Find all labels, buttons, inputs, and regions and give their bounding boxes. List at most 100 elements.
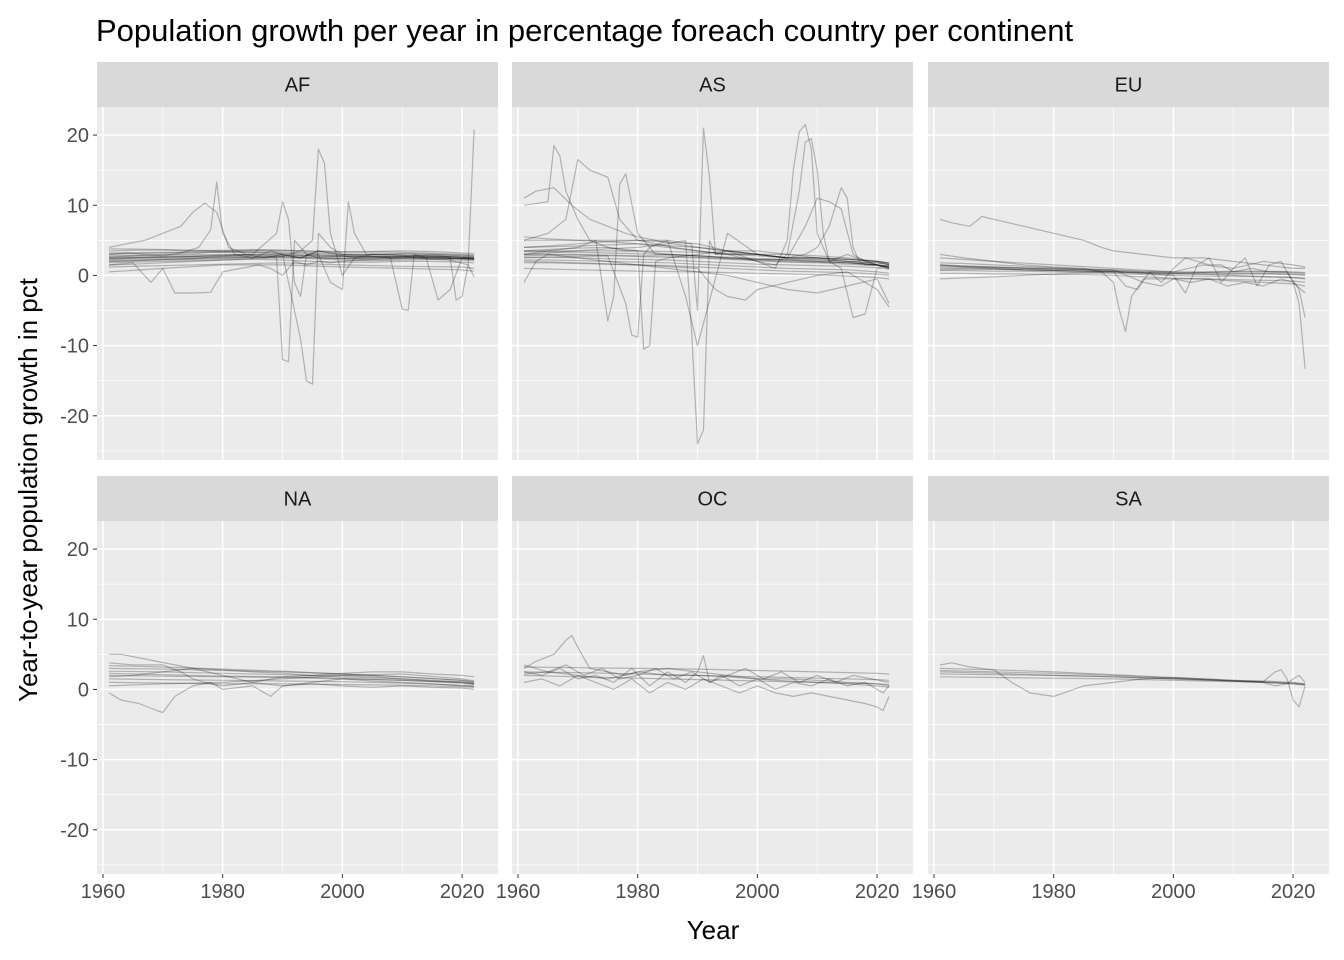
series-line-na-1 [108,667,475,683]
panel-background [97,521,498,874]
series-line-as-8 [523,145,890,268]
series-line-eu-7 [939,215,1306,269]
chart-title: Population growth per year in percentage… [96,13,1073,48]
x-tick-label: 2000 [320,881,365,903]
series-line-na-8 [109,653,475,685]
facet-strip [928,476,1329,521]
facet-panel-na: NA [97,476,498,874]
y-axis-ticks: 20 10 0 -10 -20 20 10 0 -10 -20 [60,125,97,842]
series-line-oc-5 [523,655,890,694]
series-line-af-7 [108,257,475,266]
facet-strip-label: OC [698,489,728,511]
facet-strip-label: AS [699,75,726,97]
series-line-af-12 [108,201,475,298]
series-line-af-5 [108,253,475,260]
series-line-eu-5 [940,272,1306,283]
series-line-oc-1 [523,666,890,675]
series-line-af-16 [108,253,475,312]
y-tick-label: -10 [60,750,89,772]
series-lines [523,634,890,712]
facet-strip-label: EU [1115,75,1143,97]
y-tick-label: -20 [60,406,89,428]
facet-panel-as: AS [512,62,913,460]
series-line-as-10 [523,173,890,322]
facet-strip [97,62,498,107]
series-line-sa-4 [939,676,1306,686]
series-lines [939,215,1306,369]
series-line-as-15 [523,123,890,269]
series-line-as-12 [523,246,890,350]
series-line-af-13 [108,232,475,385]
y-tick-label: 20 [67,125,89,147]
facet-panel-sa: SA [928,476,1329,874]
panel-background [512,107,913,460]
series-line-eu-6 [940,266,1306,274]
series-line-na-2 [108,670,475,684]
y-tick-label: -20 [60,820,89,842]
series-line-na-12 [108,673,475,687]
facet-strip [512,476,913,521]
series-line-eu-2 [939,265,1306,276]
x-tick-label: 1960 [81,881,126,903]
series-line-eu-8 [939,253,1306,333]
panel-background [512,521,913,874]
series-line-as-6 [523,254,890,268]
series-line-af-3 [108,250,475,258]
series-line-eu-1 [940,267,1306,276]
y-tick-label: 10 [67,195,89,217]
series-line-af-19 [108,248,475,256]
series-line-as-14 [523,127,890,312]
x-axis-title: Year [687,915,740,945]
facet-strip [928,62,1329,107]
series-line-af-18 [108,264,475,273]
series-line-af-20 [108,262,475,269]
series-line-af-15 [108,201,475,291]
series-line-eu-9 [939,257,1306,369]
y-tick-label: 10 [67,609,89,631]
facet-panel-oc: OC [512,476,913,874]
panel-background [928,107,1329,460]
x-tick-label: 2020 [855,881,900,903]
series-line-oc-4 [523,634,890,687]
series-line-as-3 [524,259,890,274]
panel-background [928,521,1329,874]
series-line-af-9 [108,181,475,259]
facet-strip-label: SA [1115,489,1142,511]
series-line-eu-11 [939,264,1306,294]
series-line-eu-13 [939,271,1306,280]
series-line-as-7 [523,187,890,269]
series-lines [108,129,475,385]
series-line-sa-2 [939,669,1306,686]
facet-strip-label: AF [285,75,311,97]
series-line-af-11 [108,239,475,363]
y-tick-label: -10 [60,336,89,358]
series-line-na-6 [108,681,475,688]
series-line-af-8 [108,202,475,259]
series-line-sa-3 [939,673,1306,686]
series-lines [939,662,1306,708]
series-line-as-20 [523,260,890,308]
x-tick-label: 2020 [1271,881,1316,903]
series-line-as-18 [524,197,890,269]
series-line-af-4 [108,258,475,264]
y-axis-title: Year-to-year population growth in pct [13,277,43,702]
series-line-as-13 [523,239,890,445]
y-tick-label: 0 [78,679,89,701]
series-line-oc-2 [523,671,890,681]
series-line-oc-7 [523,664,890,684]
series-line-sa-6 [939,671,1306,687]
series-line-as-9 [523,159,890,266]
facet-strip-label: NA [284,489,312,511]
series-line-af-17 [108,129,475,301]
series-line-as-5 [524,262,890,276]
series-line-na-4 [108,678,475,687]
series-line-as-11 [523,232,890,347]
series-lines [108,653,475,714]
series-line-eu-12 [939,257,1306,273]
series-line-sa-5 [939,662,1306,708]
series-line-oc-3 [523,674,890,686]
series-line-af-2 [108,255,475,262]
series-line-na-10 [108,667,475,688]
y-tick-label: 20 [67,539,89,561]
